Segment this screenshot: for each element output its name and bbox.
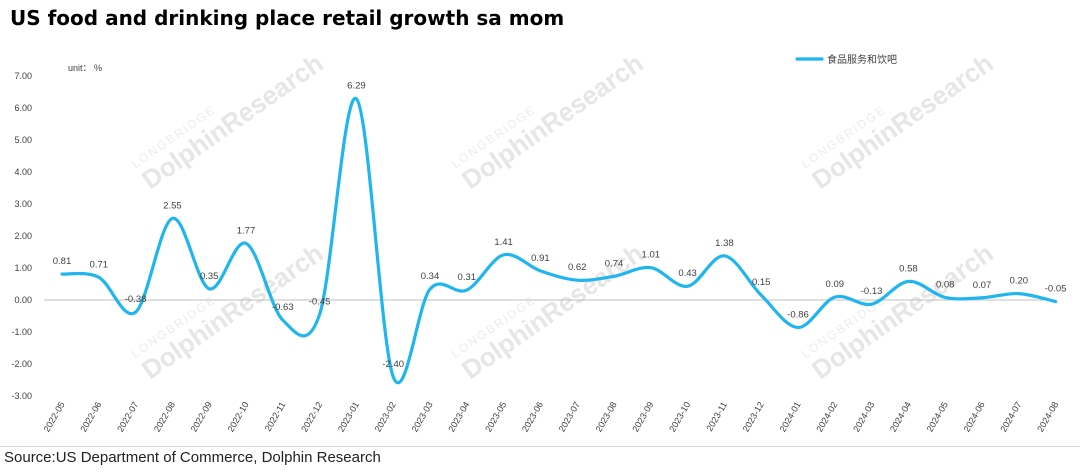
data-label: -0.86 [787, 310, 809, 321]
y-tick-label: -2.00 [11, 359, 32, 369]
data-label: 0.08 [936, 279, 955, 290]
data-label: -0.13 [861, 286, 883, 297]
watermark-name: DolphinResearch [136, 238, 328, 385]
x-tick-label: 2023-04 [446, 400, 471, 434]
data-label: 6.29 [347, 81, 366, 92]
y-tick-label: 7.00 [14, 71, 32, 81]
y-tick-label: 2.00 [14, 231, 32, 241]
series-line [60, 97, 1058, 385]
x-tick-label: 2024-05 [925, 400, 950, 434]
y-tick-label: -3.00 [11, 391, 32, 401]
x-tick-label: 2023-07 [557, 400, 582, 434]
unit-label: unit： % [68, 63, 102, 73]
data-label: 0.15 [752, 277, 771, 288]
data-label: -2.40 [382, 359, 404, 370]
data-label: 0.71 [90, 259, 109, 270]
x-tick-label: 2022-09 [189, 400, 214, 434]
data-label: 0.58 [899, 263, 918, 274]
watermark-name: DolphinResearch [806, 238, 998, 385]
legend: 食品服务和饮吧 [795, 53, 897, 66]
data-label: 0.31 [458, 272, 477, 283]
x-tick-label: 2023-08 [594, 400, 619, 434]
data-label: 0.91 [531, 253, 550, 264]
data-label: 0.81 [53, 256, 72, 267]
data-label: 0.07 [973, 280, 992, 291]
x-tick-label: 2023-11 [704, 400, 729, 433]
x-tick-label: 2022-10 [226, 400, 251, 434]
x-tick-label: 2022-12 [299, 400, 324, 434]
x-tick-label: 2024-01 [778, 400, 803, 434]
x-tick-label: 2022-06 [78, 400, 103, 434]
x-tick-label: 2024-07 [998, 400, 1023, 434]
data-label: 0.35 [200, 271, 219, 282]
x-tick-label: 2023-12 [741, 400, 766, 434]
data-label: -0.45 [309, 296, 331, 307]
data-label: 0.34 [421, 271, 440, 282]
x-tick-label: 2023-05 [483, 400, 508, 434]
data-label: 0.09 [826, 279, 845, 290]
x-tick-label: 2023-02 [373, 400, 398, 434]
data-label: 1.38 [715, 238, 734, 249]
x-tick-label: 2023-06 [520, 400, 545, 434]
data-label: 0.20 [1010, 276, 1029, 287]
legend-label: 食品服务和饮吧 [827, 53, 897, 66]
data-label: 1.41 [494, 237, 513, 248]
x-tick-label: 2022-05 [42, 400, 67, 434]
x-tick-label: 2024-08 [1035, 400, 1060, 434]
y-tick-label: -1.00 [11, 327, 32, 337]
y-tick-label: 4.00 [14, 167, 32, 177]
y-tick-label: 5.00 [14, 135, 32, 145]
data-label: -0.38 [125, 294, 147, 305]
x-tick-label: 2023-01 [336, 400, 361, 434]
x-tick-label: 2024-02 [814, 400, 839, 434]
bottom-divider [0, 446, 1080, 447]
source-note: Source:US Department of Commerce, Dolphi… [4, 449, 381, 466]
data-label: -0.05 [1045, 284, 1067, 295]
watermark-name: DolphinResearch [456, 48, 648, 195]
data-label: 0.43 [678, 268, 697, 279]
x-tick-label: 2024-03 [851, 400, 876, 434]
y-tick-label: 1.00 [14, 263, 32, 273]
data-label: 1.01 [642, 250, 661, 261]
x-tick-label: 2023-03 [410, 400, 435, 434]
chart-title: US food and drinking place retail growth… [10, 6, 565, 30]
x-tick-label: 2024-06 [962, 400, 987, 434]
x-tick-label: 2022-11 [263, 400, 288, 433]
x-tick-label: 2022-07 [115, 400, 140, 434]
data-label: 1.77 [237, 225, 256, 236]
x-tick-label: 2023-10 [667, 400, 692, 434]
watermark-name: DolphinResearch [136, 48, 328, 195]
x-tick-label: 2024-04 [888, 400, 913, 434]
data-label: 0.62 [568, 262, 587, 273]
data-label: 2.55 [163, 200, 182, 211]
data-label: -0.63 [272, 302, 294, 313]
y-tick-label: 3.00 [14, 199, 32, 209]
y-tick-label: 0.00 [14, 295, 32, 305]
x-tick-label: 2022-08 [152, 400, 177, 434]
x-tick-label: 2023-09 [630, 400, 655, 434]
data-label: 0.74 [605, 258, 624, 269]
data-labels: 0.81 0.71 -0.38 2.55 0.35 1.77 -0.63 -0.45 6.29 -… [53, 81, 1067, 370]
watermark-name: DolphinResearch [806, 48, 998, 195]
y-tick-label: 6.00 [14, 103, 32, 113]
